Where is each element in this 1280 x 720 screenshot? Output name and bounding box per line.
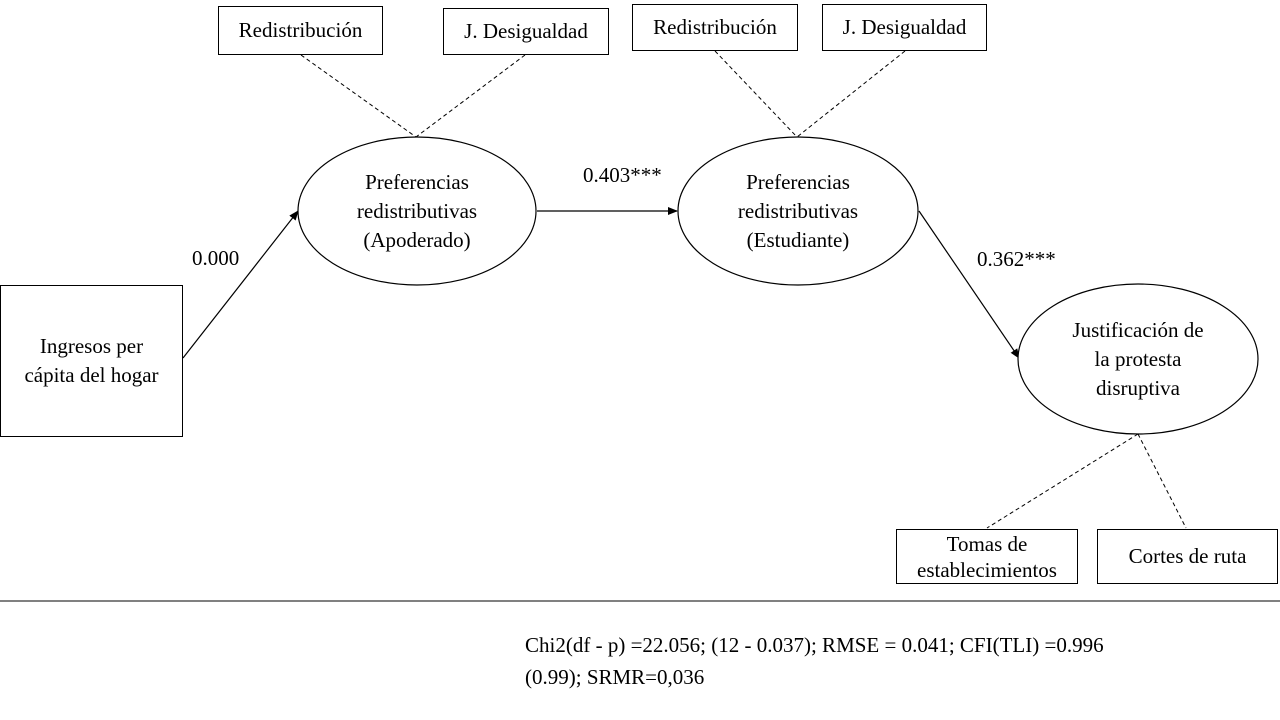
node-justificacion-label: Justificación de la protesta disruptiva: [1072, 317, 1204, 400]
fit-statistics-line-2: (0.99); SRMR=0,036: [525, 665, 705, 689]
indicator-apoderado-desigualdad: J. Desigualdad: [443, 8, 609, 55]
indicator-estudiante-redistribucion: Redistribución: [632, 4, 798, 51]
fit-statistics-line-1: Chi2(df - p) =22.056; (12 - 0.037); RMSE…: [525, 633, 1104, 657]
node-pref-estudiante-label: Preferencias redistributivas (Estudiante…: [737, 169, 859, 252]
coef-ingresos-apoderado: 0.000: [192, 246, 240, 270]
ellipse-pref-apoderado: [297, 136, 537, 286]
loading-line-apoderado-redistribucion: [300, 54, 417, 138]
coef-estudiante-justificacion: 0.362***: [977, 247, 1056, 271]
coef-apoderado-estudiante: 0.403***: [583, 163, 662, 187]
node-pref-apoderado-label: Preferencias redistributivas (Apoderado): [356, 169, 478, 252]
loading-line-apoderado-desigualdad: [415, 54, 526, 138]
indicator-tomas: Tomas de establecimientos: [896, 529, 1078, 584]
loading-line-estudiante-redistribucion: [714, 50, 798, 138]
loading-line-cortes: [1137, 433, 1187, 529]
path-arrow-estudiante-justificacion: [918, 210, 1020, 359]
fit-statistics: Chi2(df - p) =22.056; (12 - 0.037); RMSE…: [525, 629, 1245, 693]
node-ingresos: Ingresos per cápita del hogar: [0, 285, 183, 437]
loading-line-tomas: [986, 433, 1139, 529]
indicator-estudiante-desigualdad: J. Desigualdad: [822, 4, 987, 51]
ellipse-pref-estudiante: [677, 136, 919, 286]
ellipse-justificacion: [1017, 283, 1259, 435]
indicator-apoderado-redistribucion: Redistribución: [218, 6, 383, 55]
indicator-cortes: Cortes de ruta: [1097, 529, 1278, 584]
path-arrow-ingresos-apoderado: [182, 210, 299, 359]
loading-line-estudiante-desigualdad: [796, 50, 906, 138]
